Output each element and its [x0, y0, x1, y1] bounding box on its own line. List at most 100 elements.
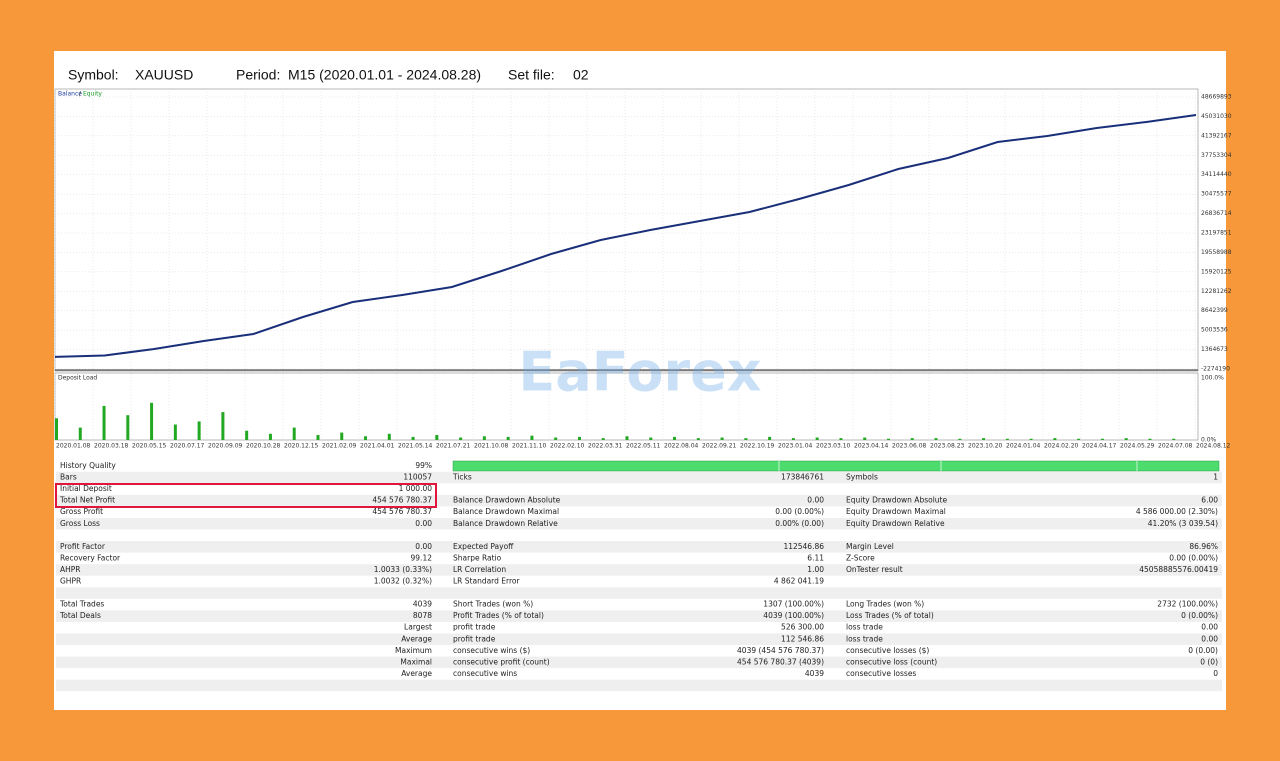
stats: 48669893 45031030 41392167 37753304 34114440… [56, 94, 1232, 692]
stat-value: 526 300.00 [781, 623, 824, 632]
x-tick-label: 2024.05.29 [1120, 443, 1155, 450]
stat-value: 0 (0.00%) [1181, 611, 1218, 620]
stat-value: 0 (0.00) [1188, 646, 1218, 655]
load-bar [1053, 438, 1057, 440]
stat-label: consecutive losses [846, 669, 916, 678]
stat-label: Equity Drawdown Relative [846, 519, 945, 528]
row-stripe [56, 610, 1222, 622]
x-tick-label: 2023.03.10 [816, 443, 851, 450]
load-bar [886, 438, 890, 440]
load-bar [221, 412, 225, 440]
row-stripe [56, 633, 1222, 646]
row-stripe [56, 564, 1222, 576]
stat-value: 41.20% (3 039.54) [1148, 519, 1218, 528]
x-tick-label: 2021.05.14 [398, 443, 433, 450]
stat-label: Initial Deposit [60, 484, 112, 493]
stat-label: loss trade [846, 634, 883, 643]
stat-value: 0.00 [807, 496, 824, 505]
x-tick-label: 2020.05.15 [132, 443, 167, 450]
stat-label: Gross Profit [60, 507, 103, 516]
y-tick-label: 23197851 [1201, 230, 1232, 237]
stat-label: consecutive loss (count) [846, 657, 937, 666]
y-tick-label: 1364673 [1201, 346, 1228, 353]
stat-value: 1307 (100.00%) [763, 600, 824, 609]
stat-label: consecutive profit (count) [453, 657, 550, 666]
stat-label: Maximal [400, 657, 432, 666]
stat-value: 0.00 (0.00%) [1169, 553, 1218, 562]
x-tick-label: 2022.09.21 [702, 443, 737, 450]
stat-label: consecutive wins [453, 669, 517, 678]
load-bar [1100, 438, 1104, 440]
load-bar [982, 438, 986, 440]
stat-value: 86.96% [1189, 542, 1218, 551]
stat-value: 6.11 [807, 553, 824, 562]
stat-value: 0.00 [415, 542, 432, 551]
x-tick-label: 2022.02.10 [550, 443, 585, 450]
stat-label: Gross Loss [60, 519, 100, 528]
load-bar [1077, 438, 1081, 440]
load-bar [863, 437, 867, 440]
load-bar [1005, 438, 1009, 440]
load-bar [387, 433, 391, 440]
stat-label: Margin Level [846, 542, 894, 551]
stat-value: 173846761 [781, 473, 824, 482]
stat-value: 4039 (100.00%) [763, 611, 824, 620]
quality-bar [452, 460, 1220, 472]
symbol-label: Symbol: [68, 67, 119, 83]
x-tick-label: 2024.02.20 [1044, 443, 1079, 450]
load-frame [54, 372, 1199, 441]
row-stripe [56, 517, 1222, 530]
row-stripe [56, 679, 1222, 692]
x-tick-label: 2022.03.31 [588, 443, 623, 450]
load-bar [910, 438, 914, 440]
stat-value: 1 000.00 [399, 484, 433, 493]
legend-separator: / [79, 91, 82, 98]
load-bar [482, 436, 486, 440]
row-stripe [56, 587, 1222, 599]
stat-value: 2732 (100.00%) [1157, 600, 1218, 609]
x-tick-label: 2024.08.12 [1196, 443, 1231, 450]
stat-label: Z-Score [846, 553, 875, 562]
x-tick-label: 2024.01.04 [1006, 443, 1041, 450]
y-tick-label: 5003536 [1201, 327, 1228, 334]
y-tick-label: 30475577 [1201, 191, 1232, 198]
plot [54, 114, 1198, 440]
stat-value: 4039 [413, 600, 432, 609]
balance-line [54, 114, 1197, 358]
x-tick-label: 2021.10.08 [474, 443, 509, 450]
load-bar [530, 435, 534, 440]
row-stripe [56, 656, 1222, 669]
x-tick-label: 2020.01.08 [56, 443, 91, 450]
period-label: Period: [236, 67, 280, 83]
x-tick-label: 2023.08.23 [930, 443, 965, 450]
load-tick-label: 100.0% [1201, 375, 1224, 382]
stat-label: Total Trades [59, 600, 104, 609]
stat-label: Maximum [395, 646, 432, 655]
stat-value: 0 (0) [1200, 657, 1218, 666]
legend-balance: Balance [58, 91, 82, 98]
stat-label: Average [401, 669, 432, 678]
stat-value: 99% [415, 461, 432, 470]
row-stripe [56, 541, 1222, 553]
stat-value: 6.00 [1201, 496, 1218, 505]
load-bar [934, 438, 938, 440]
load-bar [245, 430, 249, 440]
stat-value: 1 [1213, 473, 1218, 482]
load-bar [364, 436, 368, 440]
load-bar [197, 421, 201, 440]
stat-label: Total Net Profit [59, 496, 115, 505]
x-tick-label: 2022.05.11 [626, 443, 661, 450]
stat-label: LR Standard Error [453, 577, 520, 586]
stat-value: 4 862 041.19 [774, 577, 824, 586]
x-tick-label: 2023.01.04 [778, 443, 813, 450]
symbol: XAUUSD [135, 67, 193, 83]
load-bar [958, 438, 962, 440]
load-title: Deposit Load [58, 375, 97, 382]
stat-label: Sharpe Ratio [453, 553, 502, 562]
stat-value: 112546.86 [783, 542, 824, 551]
load-bar [744, 438, 748, 440]
stat-label: Balance Drawdown Maximal [453, 507, 559, 516]
x-tick-label: 2023.10.20 [968, 443, 1003, 450]
x-tick-label: 2022.08.04 [664, 443, 699, 450]
row-stripe [56, 471, 1222, 484]
